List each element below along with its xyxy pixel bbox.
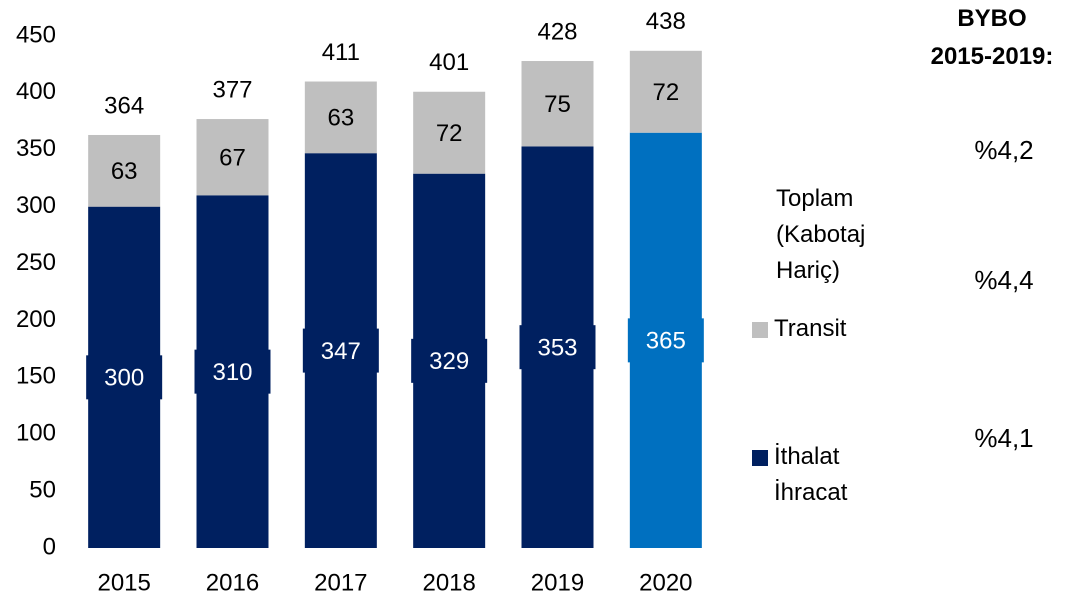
y-tick-label: 400 [16, 78, 56, 105]
value-label: 347 [321, 338, 361, 365]
x-tick-label: 2015 [97, 569, 150, 596]
value-label: 72 [436, 120, 463, 147]
bar-segment [304, 81, 377, 154]
y-tick-label: 350 [16, 135, 56, 162]
value-label: 329 [429, 348, 469, 375]
value-label: 310 [212, 359, 252, 386]
value-label-box [519, 325, 596, 370]
x-tick-label: 2017 [314, 569, 367, 596]
total-label: 428 [537, 18, 577, 45]
value-label: 63 [327, 105, 354, 132]
y-tick-label: 150 [16, 363, 56, 390]
y-tick-label: 100 [16, 420, 56, 447]
total-label: 438 [646, 8, 686, 35]
bar-segment [413, 91, 486, 174]
total-label: 377 [212, 76, 252, 103]
value-label: 365 [646, 328, 686, 355]
legend-label: İthalat İhracat [774, 443, 848, 506]
y-tick-label: 50 [29, 476, 56, 503]
x-tick-label: 2020 [639, 569, 692, 596]
value-label-box [302, 328, 379, 373]
value-label: 75 [544, 91, 571, 118]
legend-label: Transit [774, 315, 847, 342]
y-tick-label: 450 [16, 21, 56, 48]
value-label: 63 [111, 158, 138, 185]
annotation: %4,1 [974, 423, 1033, 453]
y-tick-label: 0 [43, 533, 56, 560]
x-tick-label: 2019 [531, 569, 584, 596]
annotation: %4,4 [974, 265, 1033, 295]
bar-segment [88, 134, 161, 207]
value-label: 353 [537, 335, 577, 362]
y-tick-label: 250 [16, 249, 56, 276]
value-label-box [194, 349, 271, 394]
value-label-box [86, 355, 163, 400]
value-label: 72 [652, 79, 679, 106]
annotation: %4,2 [974, 135, 1033, 165]
bar-segment [629, 50, 702, 133]
bar-segment [521, 61, 594, 147]
legend-swatch [752, 322, 768, 338]
total-label: 401 [429, 49, 469, 76]
value-label: 300 [104, 365, 144, 392]
legend-swatch [752, 450, 768, 466]
total-label: 411 [322, 39, 360, 66]
total-label: 364 [104, 92, 144, 119]
bar-segment [196, 119, 269, 196]
value-label: 67 [219, 145, 246, 172]
y-tick-label: 200 [16, 306, 56, 333]
value-label-box [411, 338, 488, 383]
total-legend: Toplam (Kabotaj Hariç) [776, 185, 865, 284]
x-tick-label: 2018 [422, 569, 475, 596]
y-tick-label: 300 [16, 192, 56, 219]
x-tick-label: 2016 [206, 569, 259, 596]
value-label-box [627, 318, 704, 363]
annotation-title: BYBO 2015-2019: [931, 5, 1054, 70]
